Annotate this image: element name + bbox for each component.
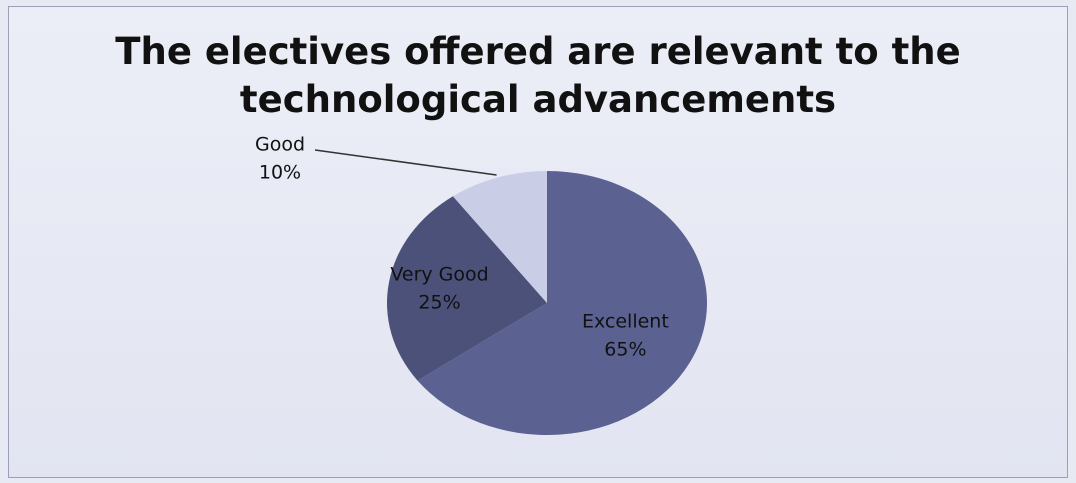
slice-label: Very Good [390, 263, 488, 285]
pie-slice [452, 171, 547, 303]
slice-value-label: 25% [418, 291, 460, 313]
slice-label: Excellent [582, 310, 669, 332]
slice-value-label: 65% [604, 338, 646, 360]
chart-title: The electives offered are relevant to th… [115, 30, 961, 121]
pie-slice [417, 171, 708, 436]
leader-line [314, 149, 497, 176]
slice-value-label: 10% [259, 162, 301, 184]
pie-slice [387, 196, 547, 381]
slice-label: Good [255, 134, 305, 156]
